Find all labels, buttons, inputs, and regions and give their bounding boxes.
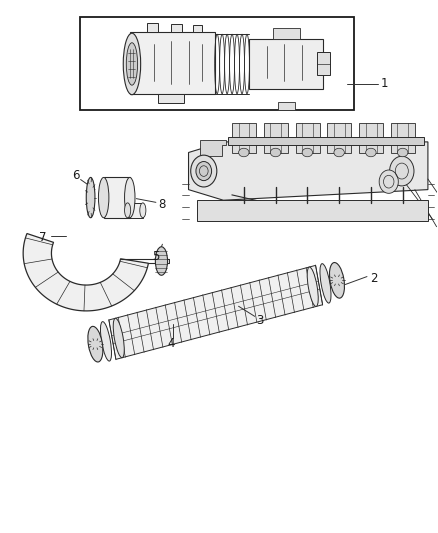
Polygon shape bbox=[273, 28, 300, 38]
Text: 8: 8 bbox=[159, 198, 166, 211]
Ellipse shape bbox=[155, 247, 168, 275]
Polygon shape bbox=[232, 123, 256, 152]
Polygon shape bbox=[23, 233, 148, 311]
Ellipse shape bbox=[270, 148, 281, 157]
Ellipse shape bbox=[390, 156, 414, 186]
Polygon shape bbox=[158, 94, 184, 103]
Polygon shape bbox=[188, 142, 428, 200]
Text: 4: 4 bbox=[167, 337, 175, 350]
Ellipse shape bbox=[320, 264, 331, 303]
Ellipse shape bbox=[307, 267, 318, 306]
Polygon shape bbox=[327, 123, 351, 152]
Polygon shape bbox=[109, 265, 323, 359]
Ellipse shape bbox=[302, 148, 313, 157]
Ellipse shape bbox=[124, 177, 135, 217]
Ellipse shape bbox=[379, 170, 398, 193]
Ellipse shape bbox=[126, 43, 138, 85]
Ellipse shape bbox=[329, 263, 344, 298]
Text: 1: 1 bbox=[381, 77, 388, 90]
Bar bbox=[80, 17, 354, 110]
Ellipse shape bbox=[196, 161, 212, 181]
Polygon shape bbox=[193, 25, 201, 32]
Polygon shape bbox=[317, 52, 330, 75]
Polygon shape bbox=[264, 123, 288, 152]
Bar bbox=[228, 137, 424, 144]
Ellipse shape bbox=[239, 148, 249, 157]
Polygon shape bbox=[159, 259, 170, 263]
Polygon shape bbox=[147, 22, 158, 32]
Text: 7: 7 bbox=[39, 231, 46, 244]
Ellipse shape bbox=[86, 177, 95, 217]
Polygon shape bbox=[278, 102, 295, 110]
Polygon shape bbox=[171, 23, 182, 32]
Polygon shape bbox=[104, 177, 130, 217]
Ellipse shape bbox=[123, 33, 141, 95]
Ellipse shape bbox=[191, 155, 217, 187]
Ellipse shape bbox=[99, 177, 109, 217]
Ellipse shape bbox=[366, 148, 376, 157]
Ellipse shape bbox=[113, 318, 124, 358]
Text: 5: 5 bbox=[152, 251, 159, 263]
Polygon shape bbox=[197, 200, 428, 221]
Polygon shape bbox=[200, 140, 226, 156]
Polygon shape bbox=[127, 203, 143, 217]
Polygon shape bbox=[296, 123, 320, 152]
Polygon shape bbox=[391, 123, 415, 152]
Text: 3: 3 bbox=[257, 314, 264, 327]
Polygon shape bbox=[359, 123, 383, 152]
Ellipse shape bbox=[334, 148, 344, 157]
Ellipse shape bbox=[100, 321, 112, 361]
Ellipse shape bbox=[397, 148, 408, 157]
Ellipse shape bbox=[88, 326, 103, 362]
Text: 6: 6 bbox=[72, 169, 79, 182]
Ellipse shape bbox=[140, 203, 146, 217]
Polygon shape bbox=[130, 32, 215, 94]
Text: 2: 2 bbox=[370, 272, 377, 285]
Ellipse shape bbox=[124, 203, 131, 217]
Polygon shape bbox=[250, 38, 323, 89]
